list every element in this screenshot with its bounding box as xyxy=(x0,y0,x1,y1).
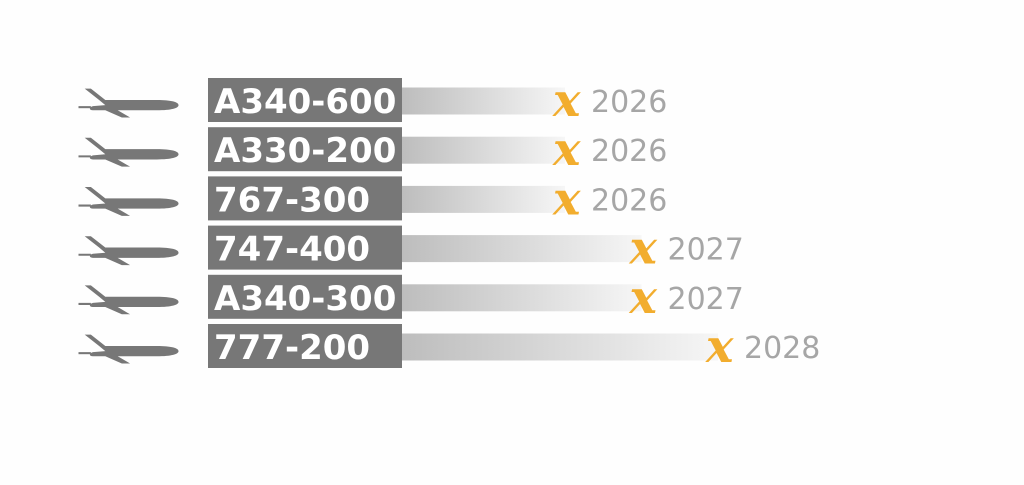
model-label: 767-300 xyxy=(214,180,370,220)
model-label-box xyxy=(208,324,402,368)
retirement-year-label: 2028 xyxy=(744,331,820,366)
model-label: A340-300 xyxy=(214,279,396,319)
model-label: 777-200 xyxy=(214,328,370,368)
model-label-box xyxy=(208,127,402,172)
airplane-icon xyxy=(78,334,179,364)
retirement-bar xyxy=(402,87,565,115)
retirement-year-label: 2027 xyxy=(668,233,744,268)
airplane-icon xyxy=(78,137,179,167)
retirement-marker: x xyxy=(552,73,581,127)
airplane-icon xyxy=(78,88,179,118)
retirement-marker: x xyxy=(629,270,658,324)
model-label-box xyxy=(208,78,402,122)
retirement-bar xyxy=(402,284,642,312)
airplane-icon xyxy=(78,186,179,216)
retirement-year-label: 2027 xyxy=(668,282,744,317)
retirement-year-label: 2026 xyxy=(591,85,667,120)
model-label-box xyxy=(208,274,402,319)
airplane-icon xyxy=(78,285,179,315)
model-label-box xyxy=(208,225,402,270)
retirement-marker: x xyxy=(629,221,658,275)
model-label: A340-600 xyxy=(214,82,396,122)
model-label: 747-400 xyxy=(214,230,370,270)
retirement-bar xyxy=(402,333,718,361)
retirement-bar xyxy=(402,235,642,263)
retirement-bar xyxy=(402,185,565,213)
retirement-marker: x xyxy=(552,122,581,176)
retirement-year-label: 2026 xyxy=(591,183,667,218)
retirement-marker: x xyxy=(705,319,734,373)
airplane-icon xyxy=(78,236,179,266)
retirement-marker: x xyxy=(552,171,581,225)
model-label-box xyxy=(208,176,402,221)
retirement-year-label: 2026 xyxy=(591,134,667,169)
retirement-bar xyxy=(402,136,565,164)
model-label: A330-200 xyxy=(214,131,396,171)
